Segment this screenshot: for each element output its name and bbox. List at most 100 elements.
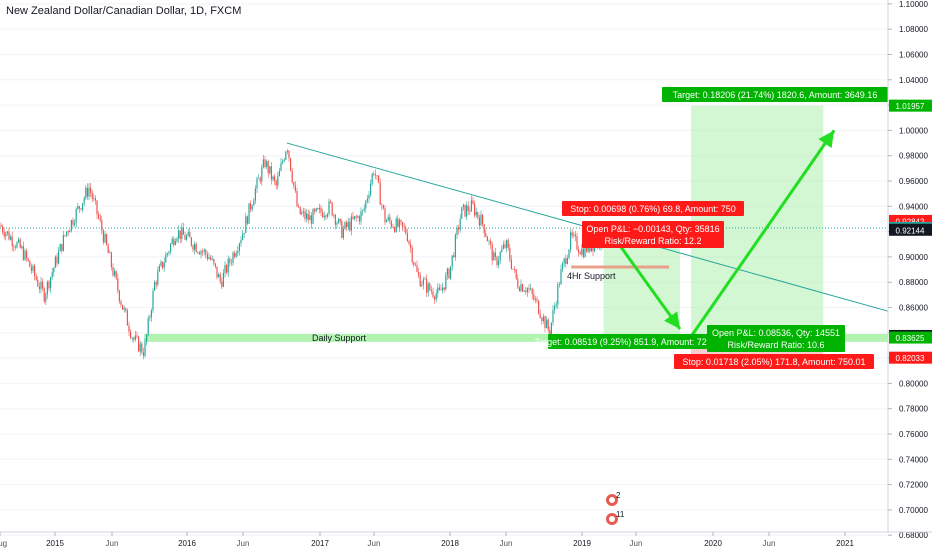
candle-body xyxy=(146,334,148,342)
candle-body xyxy=(115,271,117,279)
candle-body xyxy=(541,318,543,321)
candle-body xyxy=(576,236,578,250)
candle-body xyxy=(574,234,576,237)
candle-body xyxy=(536,298,538,301)
candle-body xyxy=(51,272,53,278)
candle-body xyxy=(451,255,453,267)
event-flag-inner xyxy=(609,497,615,503)
candle-body xyxy=(381,204,383,206)
candle-body xyxy=(466,205,468,217)
candle-body xyxy=(546,319,548,329)
candle-body xyxy=(275,181,277,186)
price-tick-label: 0.94000 xyxy=(899,202,928,211)
short-stop-label-text: Stop: 0.00698 (0.76%) 69.8, Amount: 750 xyxy=(570,204,736,214)
candle-body xyxy=(240,240,242,244)
time-tick-label: Aug xyxy=(0,539,7,548)
candle-body xyxy=(30,267,32,271)
candle-body xyxy=(187,232,189,236)
candle-body xyxy=(54,256,56,268)
candle-body xyxy=(306,213,308,219)
candle-body xyxy=(179,230,181,239)
candle-body xyxy=(94,198,96,201)
candle-body xyxy=(182,227,184,235)
candle-body xyxy=(74,223,76,225)
candle-body xyxy=(203,249,205,252)
candle-body xyxy=(34,265,36,276)
candle-body xyxy=(210,257,212,260)
candle-body xyxy=(411,247,413,263)
candle-body xyxy=(354,216,356,219)
candle-body xyxy=(170,243,172,252)
time-tick-label: 2021 xyxy=(836,539,854,548)
candle-body xyxy=(118,290,120,302)
candle-body xyxy=(88,187,90,197)
candle-body xyxy=(400,220,402,223)
short-pl-label-text: Risk/Reward Ratio: 12.2 xyxy=(604,236,701,246)
candle-body xyxy=(27,258,29,261)
candle-body xyxy=(352,216,354,219)
candle-body xyxy=(526,288,528,293)
candle-body xyxy=(126,310,128,326)
time-tick-label: 2020 xyxy=(704,539,722,548)
candle-body xyxy=(477,212,479,218)
candle-body xyxy=(45,294,47,302)
candle-body xyxy=(419,275,421,287)
candle-body xyxy=(154,282,156,291)
candle-body xyxy=(224,265,226,273)
candle-body xyxy=(248,203,250,224)
candle-body xyxy=(584,244,586,257)
candle-body xyxy=(362,210,364,212)
candle-body xyxy=(190,237,192,246)
candle-body xyxy=(110,252,112,268)
candle-body xyxy=(389,216,391,222)
candle-body xyxy=(350,216,352,231)
price-tick-label: 0.88000 xyxy=(899,278,928,287)
time-tick-label: Jun xyxy=(763,539,776,548)
candle-body xyxy=(418,271,420,276)
candles xyxy=(0,149,604,360)
candle-body xyxy=(2,226,4,233)
candle-body xyxy=(482,214,484,225)
candle-body xyxy=(61,244,63,251)
candle-body xyxy=(251,205,253,210)
candle-body xyxy=(56,256,58,264)
time-tick-label: Jun xyxy=(630,539,643,548)
candle-body xyxy=(520,284,522,291)
forecast-arrow-line xyxy=(689,129,836,338)
candle-body xyxy=(459,218,461,230)
candle-body xyxy=(264,159,266,167)
time-tick-label: 2016 xyxy=(178,539,196,548)
candle-body xyxy=(344,222,346,229)
candle-body xyxy=(542,316,544,321)
candle-body xyxy=(474,203,476,216)
candle-body xyxy=(160,261,162,266)
candle-body xyxy=(392,226,394,228)
candle-body xyxy=(435,293,437,300)
candle-body xyxy=(174,241,176,246)
candle-body xyxy=(443,287,445,290)
long-stop-label-box xyxy=(674,354,874,369)
candle-body xyxy=(155,282,157,285)
candle-body xyxy=(46,281,48,295)
candle-body xyxy=(512,268,514,270)
candle-body xyxy=(141,343,143,353)
candle-body xyxy=(560,269,562,285)
candle-body xyxy=(158,265,160,272)
candle-body xyxy=(85,187,87,198)
candle-body xyxy=(558,284,560,285)
candle-body xyxy=(86,187,88,197)
candle-body xyxy=(227,258,229,273)
candle-body xyxy=(373,173,375,175)
candle-body xyxy=(70,220,72,231)
candle-body xyxy=(454,234,456,258)
candle-body xyxy=(285,151,287,160)
price-marker xyxy=(889,351,932,364)
candle-body xyxy=(387,216,389,221)
candle-body xyxy=(280,162,282,171)
time-tick-label: 2017 xyxy=(311,539,329,548)
candle-body xyxy=(573,234,575,236)
candle-body xyxy=(99,217,101,221)
candle-body xyxy=(144,341,146,357)
candle-body xyxy=(370,183,372,195)
